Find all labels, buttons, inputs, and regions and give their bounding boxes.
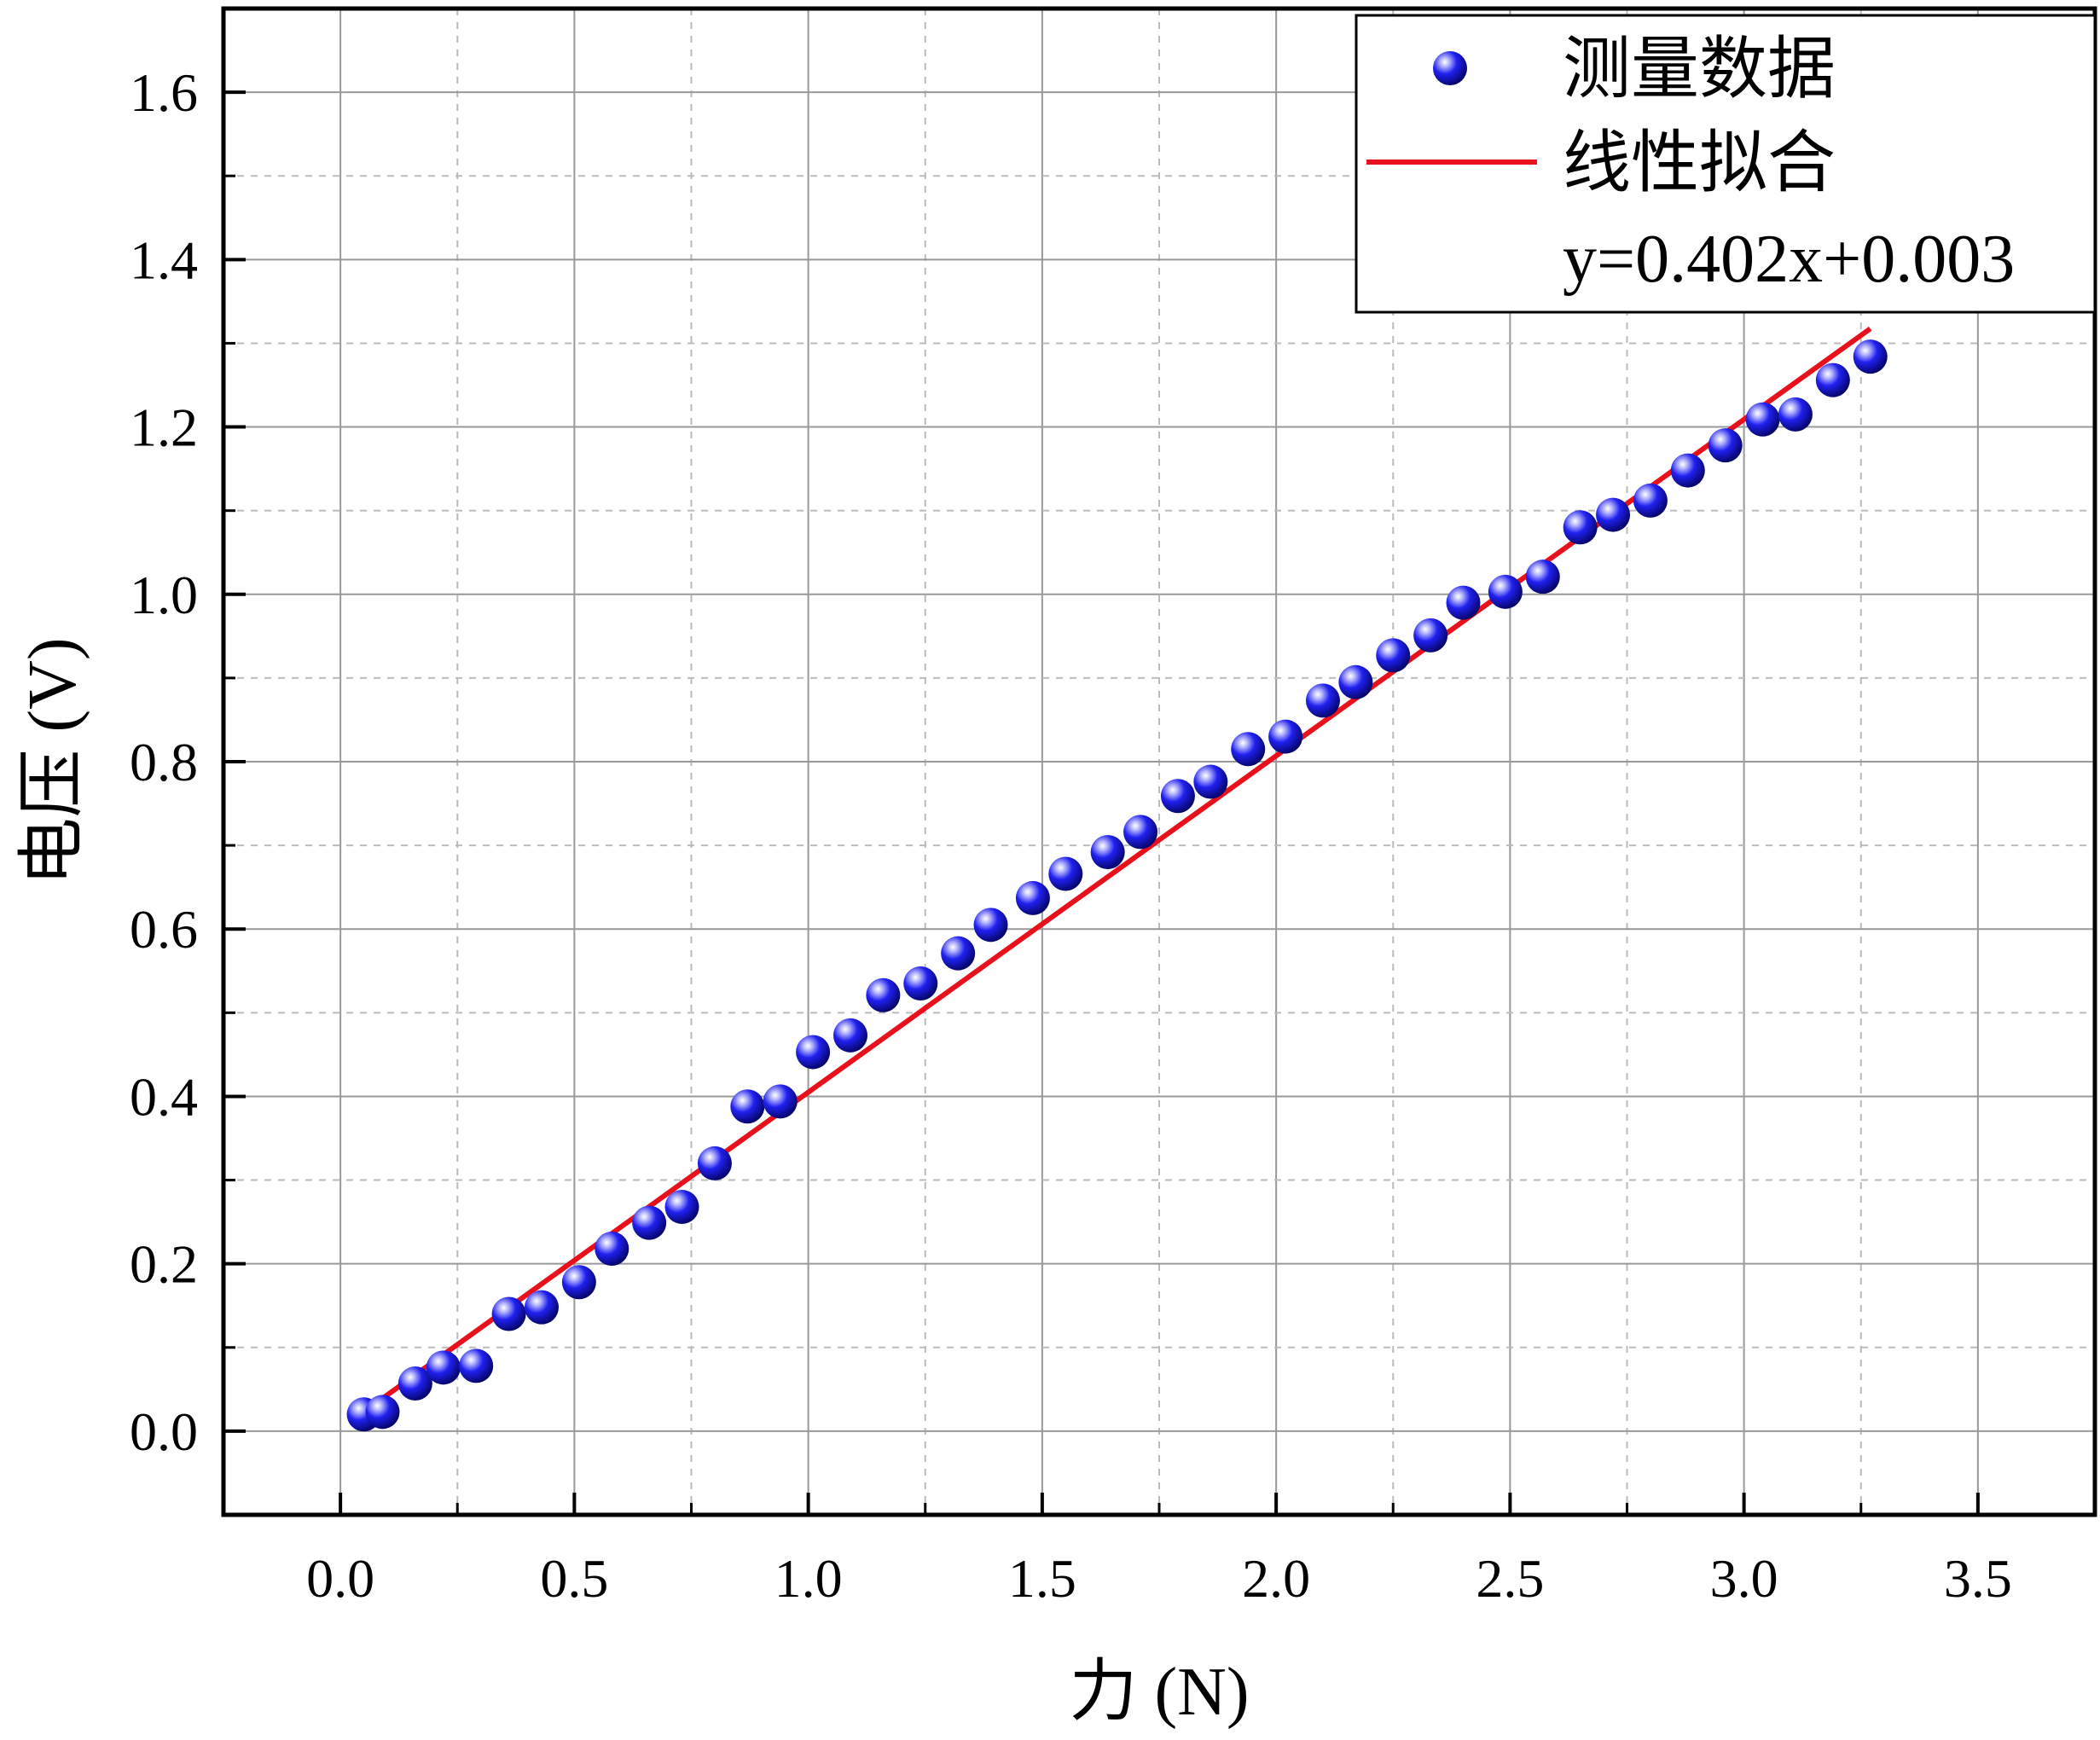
tick-labels: 0.0 0.5 1.0 1.5 2.0 2.5 3.0 3.5 0.0 0.2 0.4 0.6 0.8 1… [130,62,2012,1609]
plot-frame [221,6,2097,1517]
data-point [1413,618,1448,652]
data-point [1305,683,1340,718]
data-point [1376,638,1411,673]
data-point [664,1189,699,1224]
data-point [1048,856,1083,891]
y-tick-label: 1.4 [130,229,198,290]
data-point [1670,453,1705,488]
y-tick-label: 1.2 [130,397,198,458]
data-point [426,1350,461,1385]
data-point [1815,362,1850,397]
data-point [1745,402,1780,437]
data-point [491,1296,526,1331]
data-point [632,1205,667,1240]
data-point [1708,428,1743,463]
data-point [973,908,1008,942]
fit-equation: y=0.402x+0.003 [1563,222,2015,297]
data-point [903,966,938,1000]
x-tick-label: 0.5 [540,1548,608,1609]
data-point [1596,497,1631,532]
data-point [524,1290,559,1325]
data-point [1633,483,1668,518]
data-point [763,1084,798,1119]
y-tick-label: 0.2 [130,1234,198,1295]
x-tick-label: 2.5 [1476,1548,1544,1609]
data-point [730,1089,765,1124]
y-tick-label: 0.4 [130,1066,198,1127]
legend: 测量数据 线性拟合 y=0.402x+0.003 [1355,14,2097,314]
data-point [697,1146,732,1180]
data-point [832,1018,867,1053]
y-axis-title: 电压 (V) [15,637,90,885]
y-tick-label: 1.6 [130,62,198,123]
y-tick-label: 0.8 [130,732,198,792]
data-point [941,936,976,971]
data-point [1160,779,1195,814]
x-tick-label: 0.0 [306,1548,374,1609]
data-point [459,1348,494,1383]
data-point [1853,339,1888,374]
data-point [595,1232,629,1267]
data-point [1090,834,1125,869]
data-point [1123,815,1158,850]
data-point [397,1366,432,1401]
data-point [1778,397,1813,432]
data-point [1446,585,1481,620]
data-point [1268,719,1303,754]
data-point [1193,764,1228,799]
x-tick-label: 1.0 [774,1548,843,1609]
x-tick-label: 1.5 [1008,1548,1076,1609]
x-tick-label: 3.5 [1944,1548,2012,1609]
legend-marker-scatter [1433,51,1467,85]
data-point [866,977,901,1012]
y-tick-label: 1.0 [130,565,198,625]
legend-label-measured: 测量数据 [1563,32,1836,107]
legend-label-fit: 线性拟合 [1563,126,1836,201]
data-point [1525,560,1560,594]
data-points [346,339,1888,1432]
x-tick-label: 3.0 [1710,1548,1778,1609]
data-point [1338,664,1373,699]
data-point [1488,574,1523,609]
data-point [1231,732,1266,767]
data-point [561,1265,596,1300]
y-tick-label: 0.6 [130,899,198,960]
y-tick-label: 0.0 [130,1401,198,1462]
data-point [1015,880,1050,915]
x-axis-title: 力 (N) [1069,1655,1249,1730]
data-point [365,1395,400,1430]
x-tick-label: 2.0 [1242,1548,1310,1609]
data-point [1563,510,1598,545]
data-point [796,1035,831,1070]
